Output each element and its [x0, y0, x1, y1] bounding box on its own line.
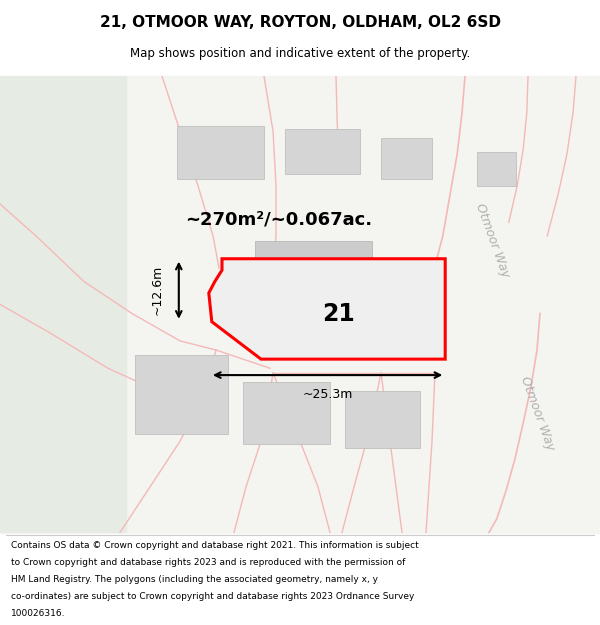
- Bar: [135, 354, 228, 434]
- Text: 100026316.: 100026316.: [11, 609, 65, 618]
- Text: Contains OS data © Crown copyright and database right 2021. This information is : Contains OS data © Crown copyright and d…: [11, 541, 419, 550]
- Text: ~270m²/~0.067ac.: ~270m²/~0.067ac.: [185, 211, 373, 229]
- Text: ~12.6m: ~12.6m: [151, 265, 164, 316]
- Bar: [177, 126, 264, 179]
- Text: to Crown copyright and database rights 2023 and is reproduced with the permissio: to Crown copyright and database rights 2…: [11, 558, 405, 567]
- Text: Otmoor Way: Otmoor Way: [518, 375, 556, 452]
- Text: HM Land Registry. The polygons (including the associated geometry, namely x, y: HM Land Registry. The polygons (includin…: [11, 575, 378, 584]
- Bar: [243, 382, 330, 444]
- Bar: [477, 151, 516, 186]
- Text: ~25.3m: ~25.3m: [302, 388, 353, 401]
- Bar: [381, 138, 432, 179]
- Bar: [285, 129, 360, 174]
- Bar: [0, 76, 126, 532]
- Text: 21, OTMOOR WAY, ROYTON, OLDHAM, OL2 6SD: 21, OTMOOR WAY, ROYTON, OLDHAM, OL2 6SD: [100, 15, 500, 30]
- Polygon shape: [209, 259, 445, 359]
- Bar: [345, 391, 420, 448]
- Text: Map shows position and indicative extent of the property.: Map shows position and indicative extent…: [130, 48, 470, 60]
- Bar: [255, 241, 372, 316]
- Text: 21: 21: [323, 302, 355, 326]
- Text: Otmoor Way: Otmoor Way: [473, 202, 511, 279]
- Text: co-ordinates) are subject to Crown copyright and database rights 2023 Ordnance S: co-ordinates) are subject to Crown copyr…: [11, 592, 414, 601]
